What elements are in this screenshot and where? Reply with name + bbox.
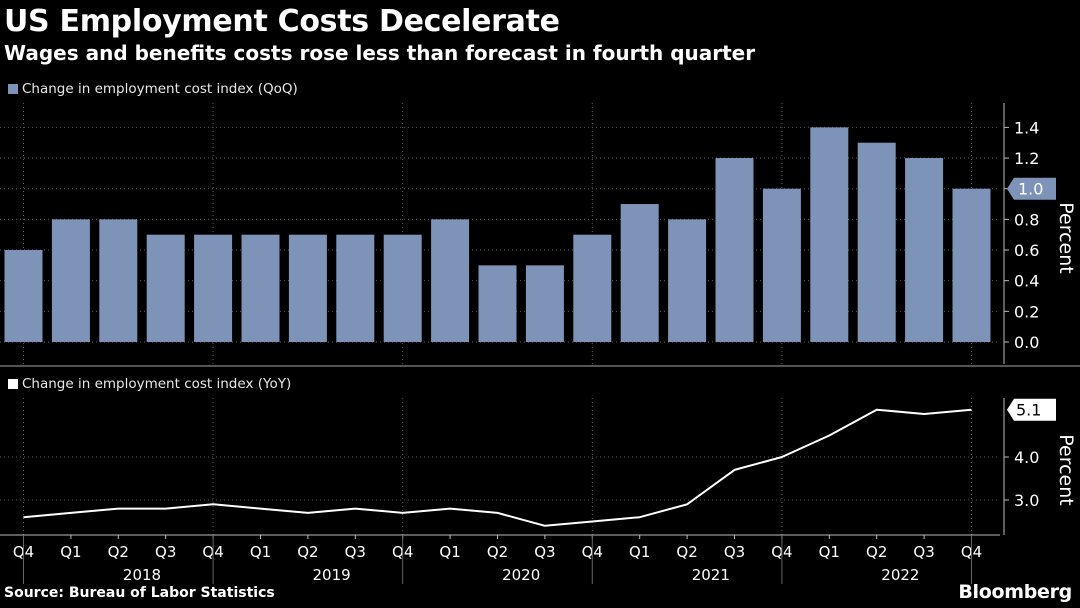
legend-qoq-swatch <box>8 84 18 94</box>
x-tick-label-quarter: Q1 <box>819 543 840 561</box>
bottom-y-tick-label: 4.0 <box>1014 448 1039 467</box>
bar <box>810 127 849 342</box>
x-tick-label-quarter: Q2 <box>108 543 129 561</box>
bar <box>336 234 375 342</box>
top-y-tick-label: 0.4 <box>1014 272 1039 291</box>
bar <box>715 158 754 342</box>
bar <box>99 219 138 342</box>
legend-yoy-label: Change in employment cost index (YoY) <box>22 376 292 392</box>
last-value-label-qoq: 1.0 <box>1018 180 1043 199</box>
source-note: Source: Bureau of Labor Statistics <box>4 585 275 601</box>
bottom-y-axis-title: Percent <box>1055 434 1077 506</box>
x-tick-label-quarter: Q2 <box>487 543 508 561</box>
x-tick-label-quarter: Q3 <box>913 543 934 561</box>
last-value-badge-yoy <box>1007 398 1056 421</box>
top-y-axis-title: Percent <box>1055 202 1077 274</box>
x-tick-label-quarter: Q2 <box>297 543 318 561</box>
bar <box>288 234 327 342</box>
bloomberg-logo: Bloomberg <box>958 581 1072 603</box>
bar <box>241 234 280 342</box>
x-tick-label-quarter: Q3 <box>534 543 555 561</box>
bar <box>952 188 991 342</box>
legend-qoq: Change in employment cost index (QoQ) <box>8 81 298 97</box>
x-tick-label-year: 2021 <box>692 566 730 584</box>
top-y-tick-label: 0.2 <box>1014 302 1039 321</box>
bar <box>4 250 43 342</box>
bar <box>857 142 896 342</box>
x-tick-label-quarter: Q2 <box>866 543 887 561</box>
yoy-line <box>23 408 972 527</box>
bar <box>194 234 233 342</box>
bar <box>525 265 564 342</box>
bar <box>905 158 944 342</box>
legend-yoy: Change in employment cost index (YoY) <box>8 376 291 392</box>
x-tick-label-year: 2022 <box>881 566 919 584</box>
chart-title: US Employment Costs Decelerate <box>4 4 560 39</box>
top-y-tick-label: 1.2 <box>1014 149 1039 168</box>
x-tick-label-year: 2020 <box>502 566 540 584</box>
bottom-panel-bg <box>0 398 1000 535</box>
last-value-badge-qoq <box>1007 177 1056 200</box>
x-tick-label-quarter: Q3 <box>155 543 176 561</box>
x-tick-label-quarter: Q2 <box>676 543 697 561</box>
legend-qoq-label: Change in employment cost index (QoQ) <box>22 81 298 97</box>
x-tick-label-quarter: Q1 <box>250 543 271 561</box>
legend-yoy-swatch <box>8 379 18 389</box>
top-y-tick-label: 0.0 <box>1014 333 1039 352</box>
top-y-tick-label: 0.8 <box>1014 210 1039 229</box>
x-tick-label-quarter: Q3 <box>724 543 745 561</box>
bar <box>383 234 422 342</box>
bar <box>478 265 517 342</box>
bar <box>762 188 801 342</box>
last-value-label-yoy: 5.1 <box>1016 401 1041 420</box>
x-tick-label-quarter: Q1 <box>629 543 650 561</box>
bottom-y-tick-label: 3.0 <box>1014 491 1039 510</box>
bar <box>573 234 612 342</box>
bar <box>51 219 90 342</box>
chart-subtitle: Wages and benefits costs rose less than … <box>4 41 756 65</box>
bar <box>146 234 185 342</box>
x-tick-label-quarter: Q3 <box>345 543 366 561</box>
bar <box>668 219 707 342</box>
x-tick-label-quarter: Q1 <box>60 543 81 561</box>
x-tick-label-quarter: Q1 <box>439 543 460 561</box>
bar <box>620 204 659 342</box>
top-y-tick-label: 1.4 <box>1014 118 1039 137</box>
x-tick-label-year: 2018 <box>123 566 161 584</box>
top-y-tick-label: 0.6 <box>1014 241 1039 260</box>
bar <box>431 219 470 342</box>
x-tick-label-year: 2019 <box>313 566 351 584</box>
